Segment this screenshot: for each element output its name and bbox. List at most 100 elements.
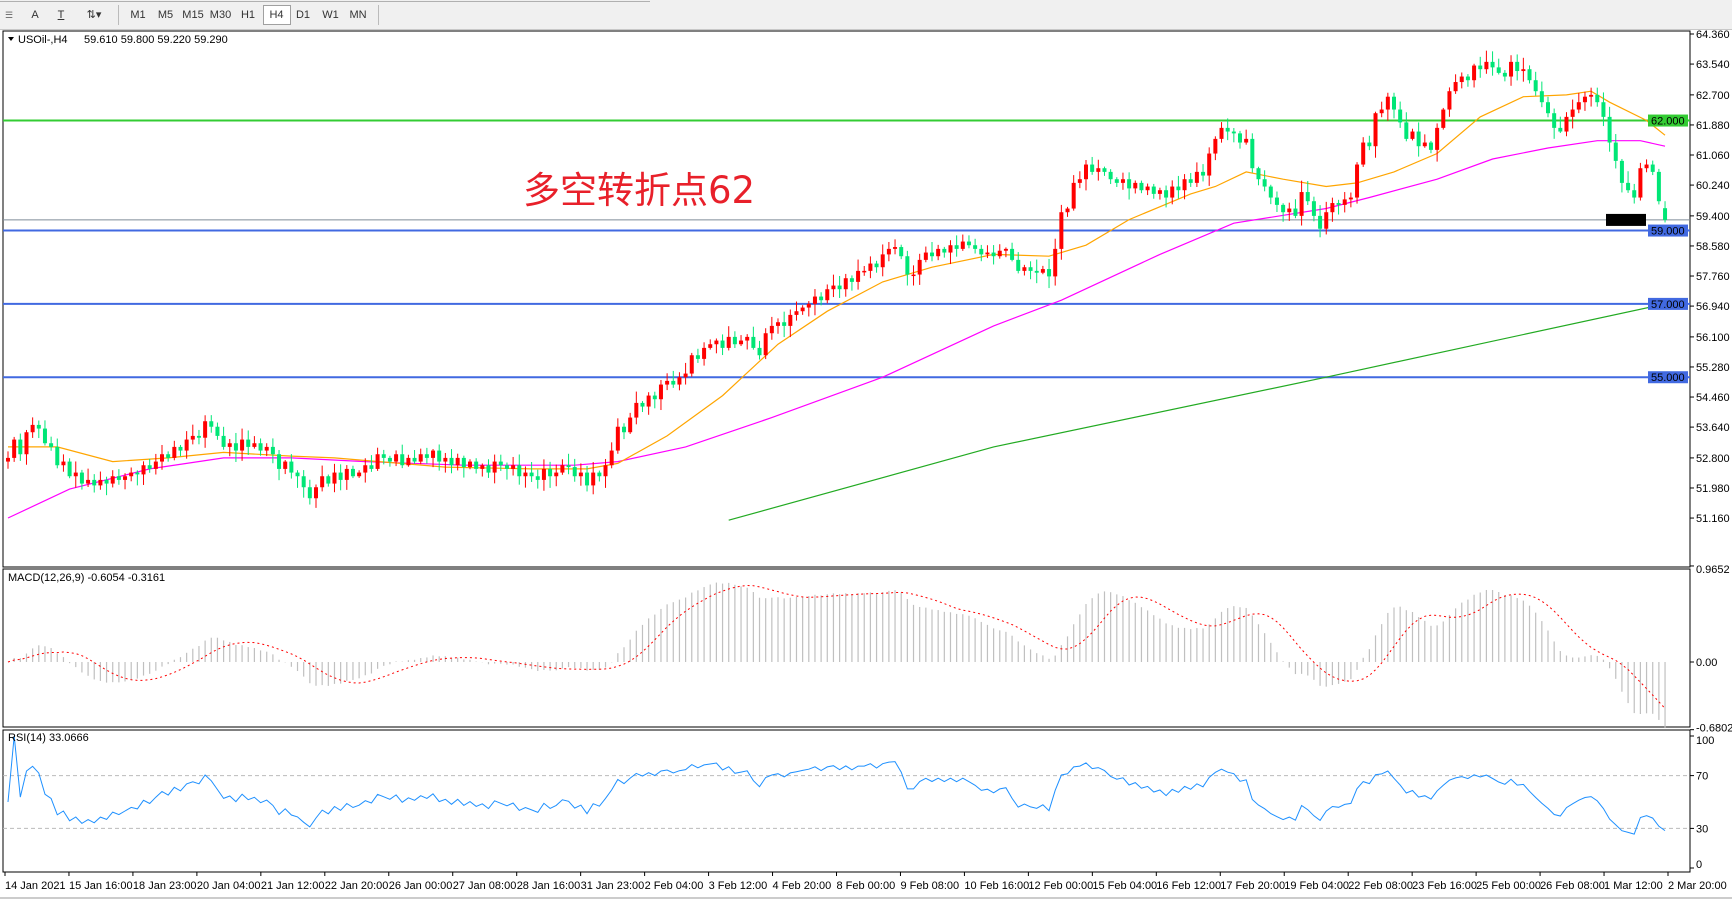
candle[interactable] bbox=[1244, 129, 1249, 145]
candle[interactable] bbox=[1231, 128, 1236, 143]
candle[interactable] bbox=[597, 470, 602, 482]
candle[interactable] bbox=[42, 420, 47, 446]
candle[interactable] bbox=[1355, 162, 1360, 204]
candle[interactable] bbox=[1533, 71, 1538, 96]
candle[interactable] bbox=[1262, 170, 1267, 192]
candle[interactable] bbox=[283, 460, 288, 475]
candle[interactable] bbox=[394, 450, 399, 467]
candle[interactable] bbox=[936, 244, 941, 261]
candle[interactable] bbox=[1287, 202, 1292, 221]
collapse-triangle-icon[interactable] bbox=[8, 37, 14, 41]
candle[interactable] bbox=[301, 470, 306, 498]
candle[interactable] bbox=[548, 461, 553, 488]
text-label-icon[interactable]: A bbox=[31, 9, 39, 21]
candle[interactable] bbox=[960, 234, 965, 251]
candle[interactable] bbox=[1145, 183, 1150, 196]
candle[interactable] bbox=[264, 443, 269, 457]
candle[interactable] bbox=[615, 418, 620, 454]
candle[interactable] bbox=[622, 423, 626, 440]
timeframe-m5-button[interactable]: M5 bbox=[157, 9, 174, 21]
candle[interactable] bbox=[1348, 192, 1353, 208]
candle[interactable] bbox=[1490, 51, 1495, 76]
candle[interactable] bbox=[603, 458, 608, 488]
candle[interactable] bbox=[1010, 242, 1015, 262]
candle[interactable] bbox=[1656, 168, 1661, 205]
candle[interactable] bbox=[714, 338, 719, 354]
candle[interactable] bbox=[277, 450, 282, 481]
candle[interactable] bbox=[837, 275, 842, 298]
candle[interactable] bbox=[899, 244, 904, 260]
candle[interactable] bbox=[646, 392, 651, 415]
candle[interactable] bbox=[1281, 203, 1286, 222]
candle[interactable] bbox=[1299, 180, 1304, 226]
text-box-icon[interactable]: T bbox=[57, 9, 65, 21]
candle[interactable] bbox=[1373, 111, 1378, 158]
candle[interactable] bbox=[665, 373, 670, 391]
candle[interactable] bbox=[1201, 164, 1206, 182]
candle[interactable] bbox=[1151, 183, 1156, 199]
timeframe-m30-button[interactable]: M30 bbox=[209, 9, 232, 21]
candle[interactable] bbox=[923, 246, 928, 263]
candle[interactable] bbox=[49, 436, 54, 451]
candle[interactable] bbox=[517, 454, 522, 485]
candle[interactable] bbox=[1133, 180, 1138, 194]
candle[interactable] bbox=[1071, 175, 1076, 211]
candle[interactable] bbox=[1120, 172, 1125, 190]
candle[interactable] bbox=[147, 458, 152, 473]
candle[interactable] bbox=[523, 466, 528, 488]
candle[interactable] bbox=[1194, 162, 1199, 187]
candle[interactable] bbox=[307, 479, 312, 505]
candle[interactable] bbox=[1398, 101, 1403, 128]
candle[interactable] bbox=[1404, 112, 1409, 142]
candle[interactable] bbox=[1250, 133, 1255, 173]
candle[interactable] bbox=[1595, 87, 1600, 107]
candle[interactable] bbox=[732, 331, 737, 348]
candle[interactable] bbox=[1428, 140, 1433, 154]
candle[interactable] bbox=[1416, 122, 1421, 157]
candle[interactable] bbox=[1546, 96, 1550, 118]
candle[interactable] bbox=[1324, 201, 1329, 235]
candle[interactable] bbox=[763, 328, 768, 360]
candle[interactable] bbox=[474, 458, 479, 474]
candle[interactable] bbox=[498, 454, 503, 472]
candle[interactable] bbox=[1663, 201, 1668, 223]
timeframe-m15-button[interactable]: M15 bbox=[182, 9, 204, 21]
candle[interactable] bbox=[1256, 166, 1261, 186]
candle[interactable] bbox=[104, 476, 109, 496]
candle[interactable] bbox=[129, 467, 134, 482]
candle[interactable] bbox=[1274, 191, 1279, 212]
candle[interactable] bbox=[1047, 258, 1052, 289]
candle[interactable] bbox=[369, 455, 374, 472]
candle[interactable] bbox=[979, 244, 984, 262]
candle[interactable] bbox=[18, 433, 23, 461]
candle[interactable] bbox=[295, 470, 300, 488]
candle[interactable] bbox=[1342, 192, 1347, 213]
candle[interactable] bbox=[788, 309, 793, 338]
candle[interactable] bbox=[1644, 159, 1649, 173]
candle[interactable] bbox=[363, 458, 368, 483]
candle[interactable] bbox=[160, 444, 164, 470]
candle[interactable] bbox=[1459, 72, 1464, 89]
candle[interactable] bbox=[1576, 92, 1581, 114]
candle[interactable] bbox=[1558, 116, 1563, 134]
candle[interactable] bbox=[511, 456, 516, 476]
candle[interactable] bbox=[1626, 171, 1631, 193]
candle[interactable] bbox=[233, 432, 238, 462]
candle[interactable] bbox=[1613, 134, 1618, 169]
candle[interactable] bbox=[1096, 159, 1101, 181]
candle[interactable] bbox=[1509, 55, 1514, 86]
candle[interactable] bbox=[628, 412, 633, 434]
candle[interactable] bbox=[541, 459, 546, 491]
candle[interactable] bbox=[1619, 158, 1624, 193]
candle[interactable] bbox=[751, 326, 756, 350]
candle[interactable] bbox=[677, 372, 682, 391]
candle[interactable] bbox=[1003, 247, 1008, 258]
candle[interactable] bbox=[954, 235, 959, 257]
candle[interactable] bbox=[1422, 134, 1427, 148]
candle[interactable] bbox=[862, 265, 867, 276]
candle[interactable] bbox=[911, 265, 916, 286]
candle[interactable] bbox=[406, 454, 411, 467]
candle[interactable] bbox=[1472, 63, 1477, 88]
candle[interactable] bbox=[1318, 205, 1323, 238]
